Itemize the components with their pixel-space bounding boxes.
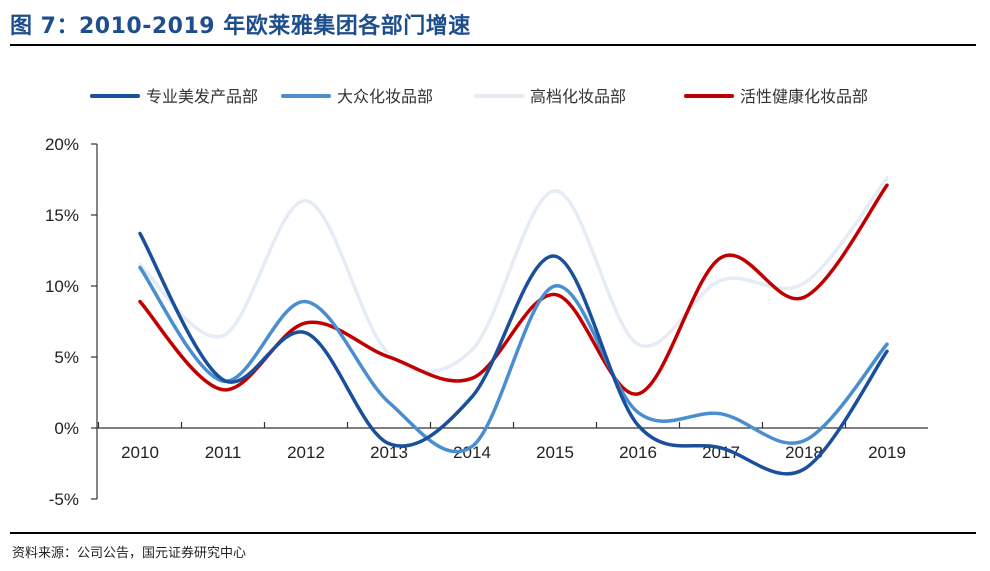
series-line-3 [138,176,889,374]
y-tick-label: 10% [45,277,79,296]
x-tick-label: 2014 [453,443,491,462]
x-tick-label: 2015 [536,443,574,462]
axes: -5% 0% 5% 10% 15% 20% 2010 2011 2012 2013 2014 2015… [45,135,928,509]
title-divider [10,44,976,46]
x-tick-label: 2018 [785,443,823,462]
footer-divider [10,532,976,534]
x-tick-label: 2013 [370,443,408,462]
y-tick-label: 20% [45,135,79,154]
series-line-1 [138,231,889,476]
series-line-2 [138,265,889,454]
y-tick-label: -5% [49,490,79,509]
chart-title: 图 7：2010-2019 年欧莱雅集团各部门增速 [10,14,471,39]
y-tick-label: 15% [45,206,79,225]
legend: 专业美发产品部 大众化妆品部 高档化妆品部 活性健康化妆品部 [90,87,868,106]
x-tick-label: 2010 [121,443,159,462]
series-lines [138,176,889,476]
legend-label: 高档化妆品部 [530,87,626,106]
x-tick-label: 2012 [287,443,325,462]
legend-label: 大众化妆品部 [337,87,433,106]
y-tick-label: 5% [54,348,79,367]
x-tick-label: 2011 [205,443,242,462]
x-tick-label: 2019 [868,443,906,462]
legend-label: 活性健康化妆品部 [740,87,868,106]
x-tick-label: 2016 [619,443,657,462]
source-note: 资料来源：公司公告，国元证券研究中心 [12,546,247,561]
legend-label: 专业美发产品部 [146,87,258,106]
y-tick-label: 0% [54,419,79,438]
